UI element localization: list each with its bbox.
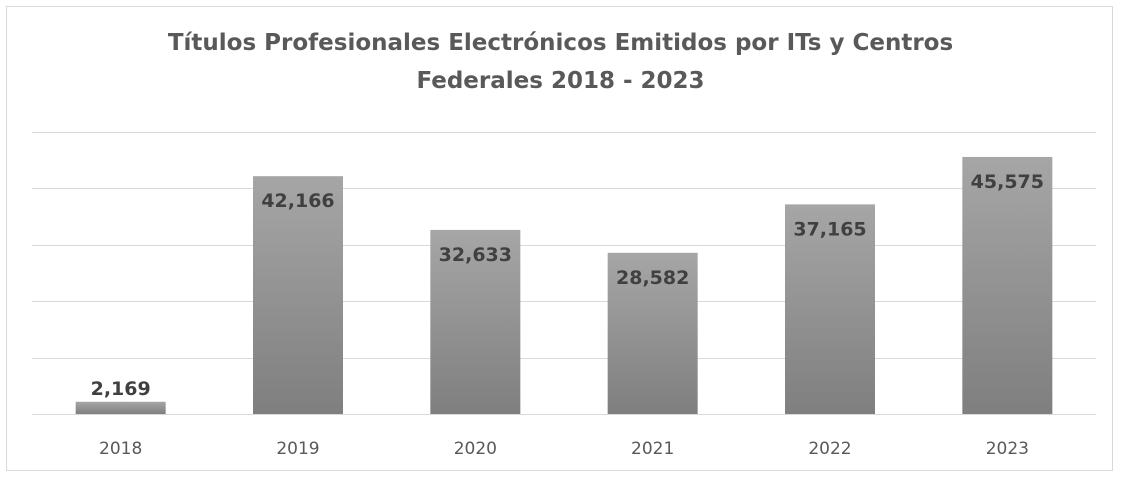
x-tick-label-2021: 2021 bbox=[631, 439, 674, 459]
bar-2022 bbox=[785, 204, 875, 414]
chart-title-line-2: Federales 2018 - 2023 bbox=[416, 68, 705, 94]
x-tick-label-2018: 2018 bbox=[99, 439, 142, 459]
gridlines bbox=[32, 132, 1096, 415]
data-label-2020: 32,633 bbox=[439, 244, 512, 266]
data-label-2019: 42,166 bbox=[261, 190, 334, 212]
chart-frame bbox=[6, 6, 1113, 471]
bar-2020 bbox=[430, 229, 521, 414]
bar-2018 bbox=[75, 401, 166, 414]
chart-title-line-1: Títulos Profesionales Electrónicos Emiti… bbox=[167, 30, 954, 56]
x-tick-label-2020: 2020 bbox=[454, 439, 497, 459]
bars bbox=[75, 156, 1053, 414]
data-label-2018: 2,169 bbox=[91, 378, 151, 400]
x-tick-label-2023: 2023 bbox=[986, 439, 1029, 459]
x-tick-label-2019: 2019 bbox=[276, 439, 319, 459]
data-label-2021: 28,582 bbox=[616, 267, 689, 289]
chart-title: Títulos Profesionales Electrónicos Emiti… bbox=[0, 24, 1121, 100]
data-label-2023: 45,575 bbox=[971, 171, 1044, 193]
x-axis-ticks: 2018 2019 2020 2021 2022 2023 bbox=[99, 439, 1029, 459]
data-labels: 2,169 42,166 32,633 28,582 37,165 45,575 bbox=[91, 171, 1044, 400]
bar-2019 bbox=[253, 176, 343, 414]
bar-2023 bbox=[962, 156, 1053, 414]
x-tick-label-2022: 2022 bbox=[808, 439, 851, 459]
data-label-2022: 37,165 bbox=[793, 218, 866, 240]
bar-2021 bbox=[607, 252, 698, 414]
